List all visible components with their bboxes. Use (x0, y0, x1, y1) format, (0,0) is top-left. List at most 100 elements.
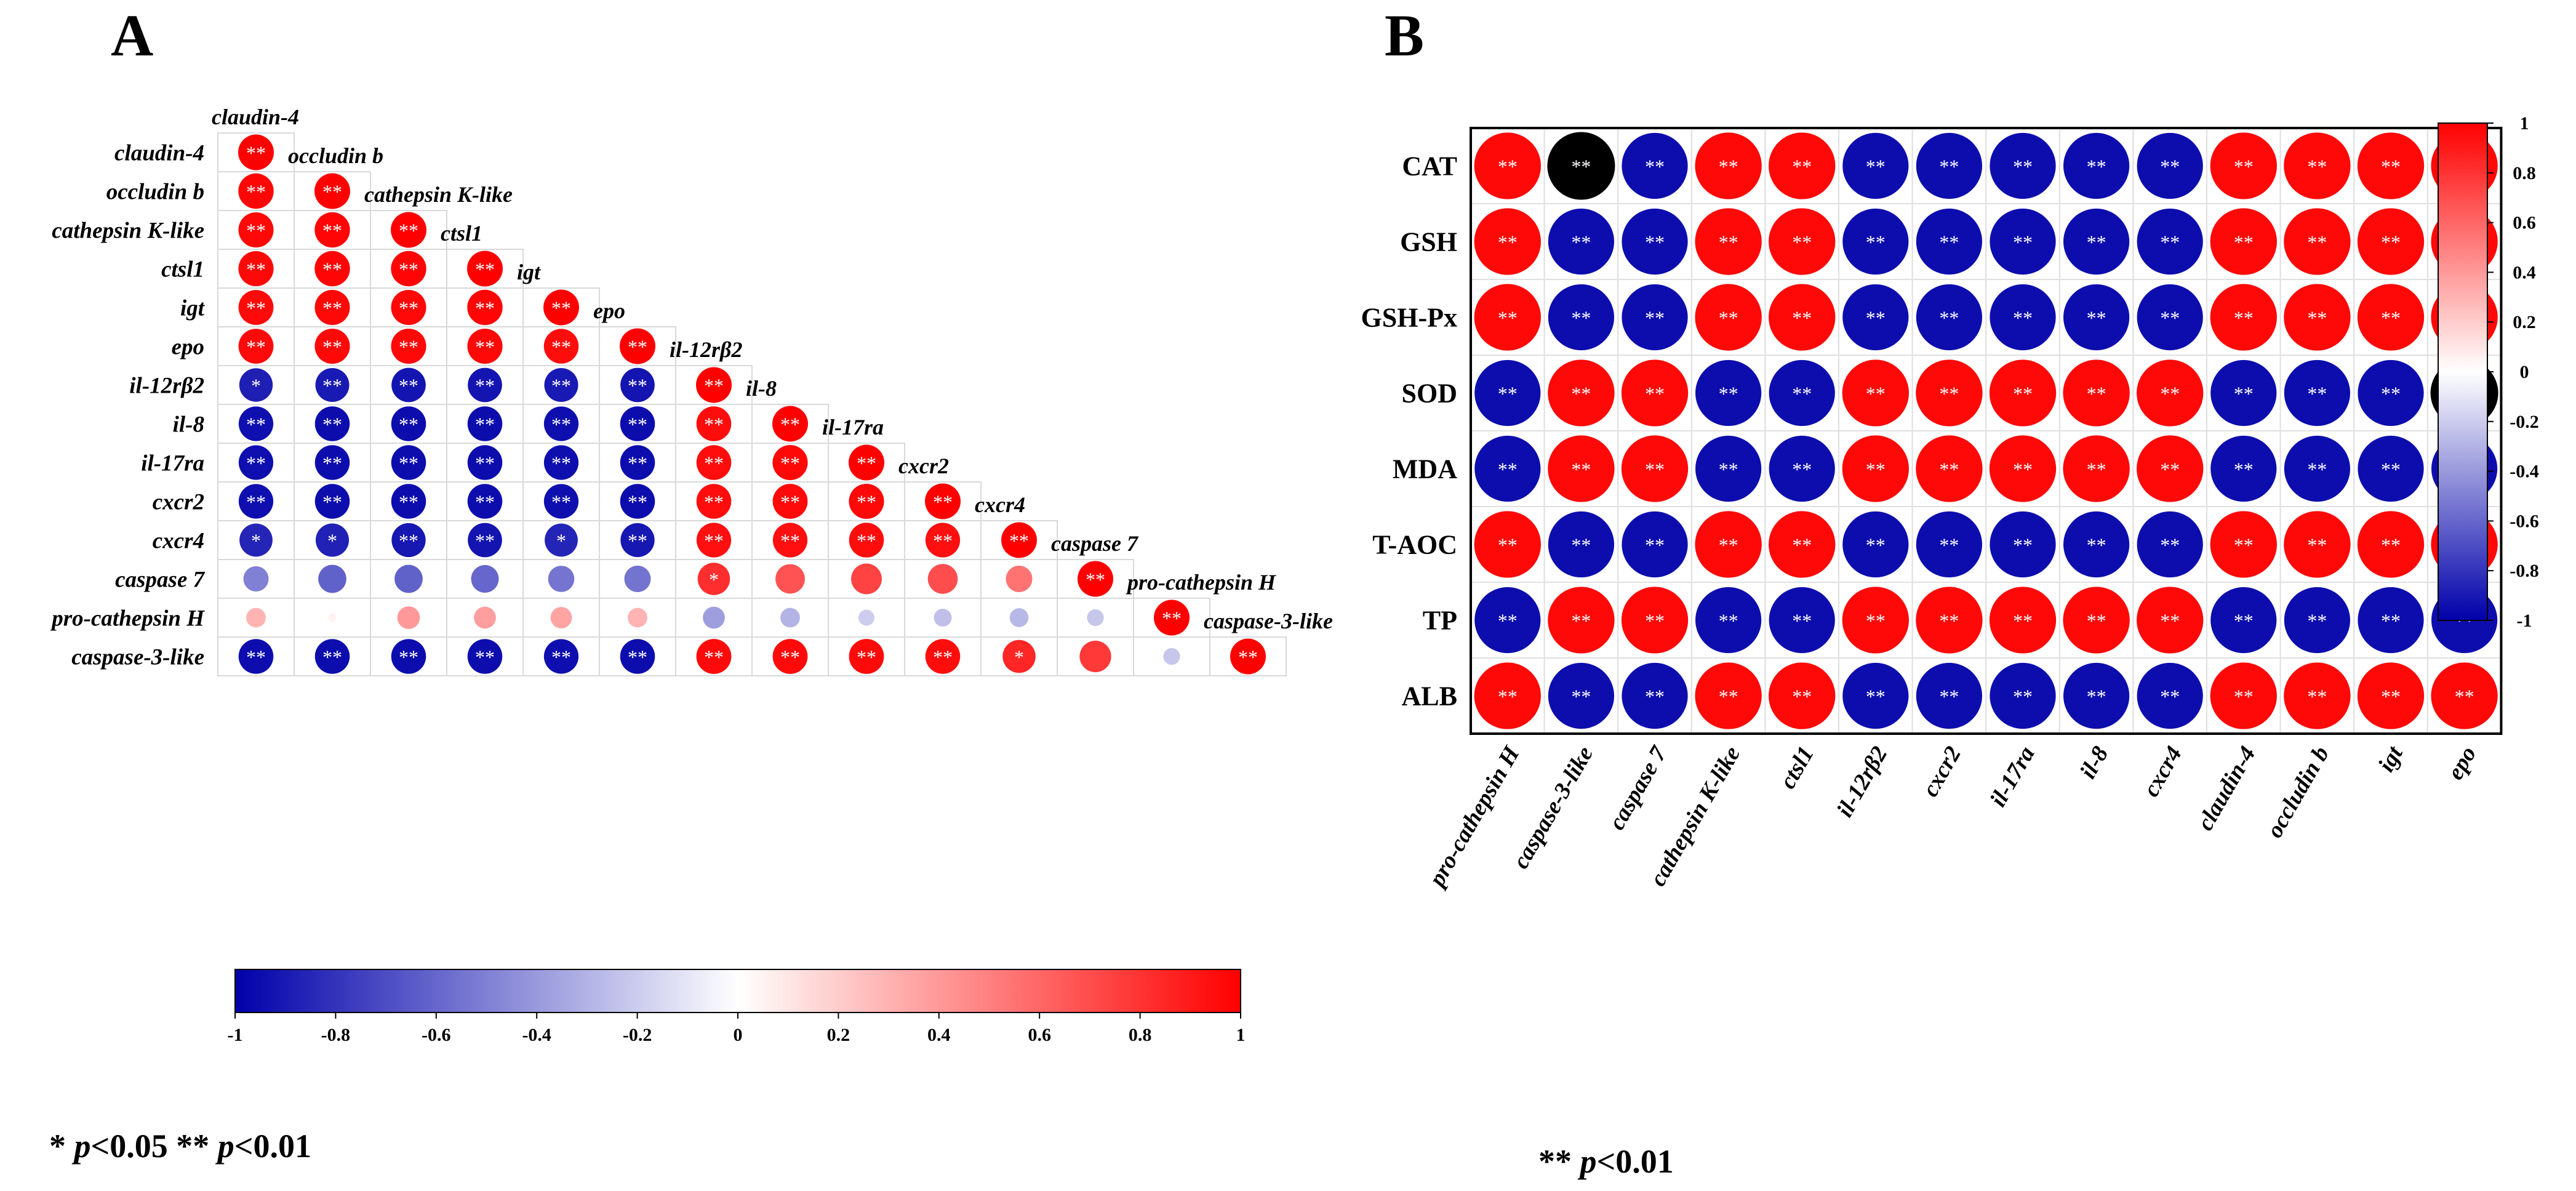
corr-circle (2063, 511, 2130, 578)
significance-mark: ** (475, 646, 495, 668)
corr-circle (1087, 609, 1104, 627)
significance-mark: ** (246, 181, 266, 203)
corr-circle (934, 609, 952, 627)
colorbar-b-tick-label: -0.8 (2510, 561, 2539, 581)
colorbar-a-tick-label: -0.2 (623, 1025, 652, 1045)
corr-circle (2137, 132, 2203, 199)
cell-border (1209, 636, 1287, 676)
significance-mark: ** (1939, 307, 1959, 329)
diag-label-caspase-3-like: caspase-3-like (1204, 609, 1333, 633)
corr-circle (1695, 359, 1762, 427)
row-label-ctsl1: ctsl1 (161, 257, 204, 283)
colorbar-b-tick-label: 0.2 (2513, 312, 2536, 332)
significance-mark: ** (1792, 534, 1812, 556)
significance-mark: ** (1645, 383, 1665, 405)
corr-circle (1695, 587, 1762, 654)
corr-circle (858, 609, 874, 626)
corr-circle (238, 639, 274, 674)
corr-circle (314, 212, 350, 248)
significance-mark: * (709, 569, 719, 591)
row-label-caspase-3-like: caspase-3-like (71, 645, 204, 670)
corr-circle (775, 564, 805, 594)
corr-circle (1842, 511, 1909, 578)
significance-mark: ** (933, 491, 953, 513)
corr-circle (1916, 511, 1983, 578)
colorbar-b-tick-label: -0.2 (2510, 412, 2539, 432)
significance-mark: ** (1645, 534, 1665, 556)
corr-circle (1621, 435, 1689, 502)
corr-circle (772, 444, 808, 481)
colorbar-a-tick-label: 0.2 (827, 1025, 850, 1045)
significance-mark: ** (780, 530, 800, 552)
significance-mark: ** (2013, 610, 2033, 632)
significance-mark: ** (857, 452, 876, 475)
corr-circle (238, 484, 274, 519)
significance-mark: ** (704, 414, 724, 436)
corr-circle (628, 608, 647, 628)
corr-circle (620, 639, 655, 674)
corr-circle (2210, 359, 2277, 427)
significance-mark: ** (1719, 686, 1738, 708)
significance-mark: ** (2087, 459, 2106, 481)
significance-mark: ** (1792, 610, 1812, 632)
significance-mark: ** (2307, 610, 2327, 632)
corr-circle (314, 484, 350, 519)
corr-circle (391, 212, 426, 248)
row-label-mda: MDA (1393, 454, 1457, 484)
corr-circle (314, 328, 350, 364)
corr-circle (1474, 662, 1541, 729)
colorbar-a-tick-label: -0.4 (522, 1025, 551, 1045)
significance-mark: ** (857, 646, 876, 668)
corr-circle (467, 484, 503, 519)
significance-mark: ** (399, 414, 418, 436)
corr-circle (1916, 587, 1983, 654)
row-label-il-12r-2: il-12rβ2 (129, 374, 204, 399)
panel-b-frame (1470, 127, 2503, 735)
corr-circle (1916, 132, 1983, 199)
significance-mark: ** (1792, 383, 1812, 405)
footnote-b: ** p<0.01 (1538, 1143, 1674, 1180)
significance-mark: ** (1866, 231, 1886, 254)
corr-circle (620, 406, 655, 441)
significance-mark: ** (1792, 307, 1812, 329)
corr-circle (1769, 587, 1835, 654)
corr-circle (2210, 662, 2277, 729)
significance-mark: ** (246, 142, 266, 164)
significance-mark: ** (551, 452, 571, 475)
significance-mark: ** (399, 491, 418, 513)
corr-circle (2357, 132, 2425, 199)
corr-circle (772, 406, 808, 442)
significance-mark: ** (2160, 686, 2180, 708)
corr-circle (467, 328, 503, 364)
corr-circle (1769, 662, 1836, 729)
diag-label-claudin-4: claudin-4 (212, 105, 299, 129)
corr-circle (314, 445, 350, 480)
corr-circle (2210, 587, 2277, 654)
diag-label-il-8: il-8 (746, 376, 777, 401)
corr-circle (925, 483, 961, 519)
row-label-sod: SOD (1402, 379, 1457, 409)
significance-mark: ** (2234, 383, 2254, 405)
significance-mark: ** (2307, 307, 2327, 329)
corr-circle (2063, 359, 2130, 427)
col-label-caspase-7: caspase 7 (1604, 741, 1673, 835)
colorbar-a-tick-label: 1 (1236, 1025, 1246, 1045)
corr-circle (391, 484, 426, 519)
corr-circle (620, 367, 655, 403)
corr-circle (1990, 132, 2056, 199)
corr-circle (2358, 587, 2424, 654)
corr-circle (2137, 284, 2203, 351)
corr-circle (314, 251, 350, 287)
corr-circle (1769, 132, 1836, 199)
corr-circle (394, 564, 423, 593)
significance-mark: ** (475, 414, 495, 436)
significance-mark: ** (551, 297, 571, 319)
significance-mark: ** (704, 452, 724, 475)
significance-mark: ** (2307, 156, 2327, 178)
corr-circle (696, 523, 732, 558)
significance-mark: ** (399, 297, 418, 319)
significance-mark: ** (322, 297, 342, 319)
corr-circle (550, 607, 572, 628)
